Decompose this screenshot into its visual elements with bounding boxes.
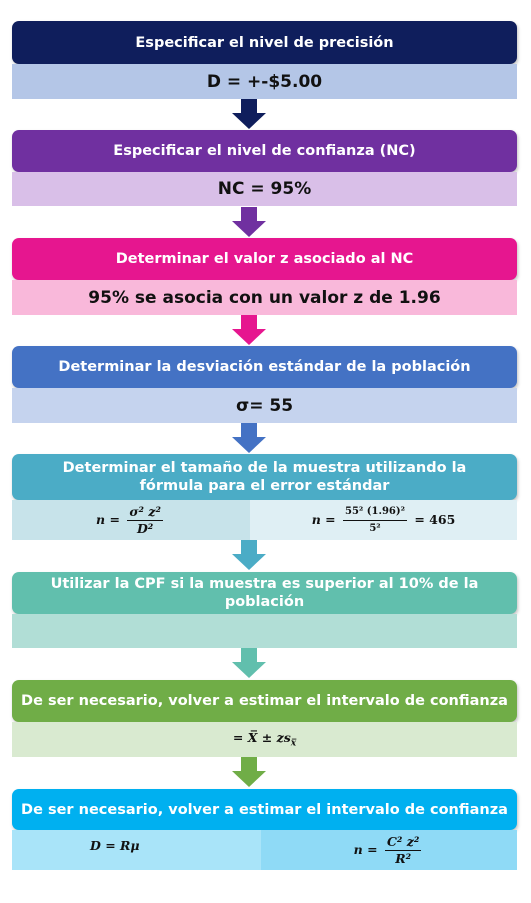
step-5-header: Determinar el tamaño de la muestra utili…	[12, 454, 517, 500]
step-8-header: De ser necesario, volver a estimar el in…	[12, 789, 517, 830]
step-5-formula-right: n = 55² (1.96)² 5² = 465	[250, 500, 517, 540]
step-4-title: Determinar la desviación estándar de la …	[58, 359, 471, 375]
step-2-header: Especificar el nivel de confianza (NC)	[12, 130, 517, 172]
step-8-formula-left: D = Rμ	[12, 830, 261, 870]
arrow-down-icon	[232, 207, 266, 237]
step-5: Determinar el tamaño de la muestra utili…	[12, 454, 517, 540]
step-6-body	[12, 614, 517, 648]
step-8: De ser necesario, volver a estimar el in…	[12, 789, 517, 870]
arrow-down-icon	[232, 99, 266, 129]
step-8-body: D = Rμ n = C² z² R²	[12, 830, 517, 870]
step-3-value: 95% se asocia con un valor z de 1.96	[88, 287, 441, 308]
arrow-down-icon	[232, 540, 266, 570]
step-8-title: De ser necesario, volver a estimar el in…	[21, 801, 508, 818]
sample-size-calculation: n = 55² (1.96)² 5² = 465	[311, 505, 456, 534]
step-5-body: n = σ² z² D² n = 55² (1.96)² 5² = 465	[12, 500, 517, 540]
step-7-header: De ser necesario, volver a estimar el in…	[12, 680, 517, 722]
step-4-value: σ= 55	[235, 395, 294, 416]
step-2-value: NC = 95%	[217, 179, 312, 199]
step-5-title: Determinar el tamaño de la muestra utili…	[62, 460, 467, 494]
step-1-body: D = +-$5.00	[12, 64, 517, 99]
precision-formula: D = Rμ	[90, 838, 140, 853]
sample-size-formula: n = σ² z² D²	[96, 503, 163, 536]
interval-formula: = X̅ ± zsx̅	[232, 730, 297, 749]
arrow-down-icon	[232, 757, 266, 787]
step-5-formula-left: n = σ² z² D²	[12, 500, 250, 540]
arrow-down-icon	[232, 648, 266, 678]
step-4-header: Determinar la desviación estándar de la …	[12, 346, 517, 388]
step-2-title: Especificar el nivel de confianza (NC)	[113, 143, 416, 159]
arrow-down-icon	[232, 315, 266, 345]
step-7: De ser necesario, volver a estimar el in…	[12, 680, 517, 757]
step-6: Utilizar la CPF si la muestra es superio…	[12, 572, 517, 648]
step-1: Especificar el nivel de precisión D = +-…	[12, 21, 517, 99]
sample-size-proportion-formula: n = C² z² R²	[353, 833, 422, 866]
step-3-title: Determinar el valor z asociado al NC	[115, 251, 414, 267]
step-2: Especificar el nivel de confianza (NC) N…	[12, 130, 517, 206]
arrow-down-icon	[232, 423, 266, 453]
step-6-title: Utilizar la CPF si la muestra es superio…	[50, 576, 479, 610]
step-1-header: Especificar el nivel de precisión	[12, 21, 517, 64]
step-8-formula-right: n = C² z² R²	[261, 830, 517, 870]
step-3: Determinar el valor z asociado al NC 95%…	[12, 238, 517, 315]
step-7-body: = X̅ ± zsx̅	[12, 722, 517, 757]
step-3-header: Determinar el valor z asociado al NC	[12, 238, 517, 280]
step-3-body: 95% se asocia con un valor z de 1.96	[12, 280, 517, 315]
step-7-title: De ser necesario, volver a estimar el in…	[21, 693, 508, 709]
step-4-body: σ= 55	[12, 388, 517, 423]
step-6-header: Utilizar la CPF si la muestra es superio…	[12, 572, 517, 614]
step-1-title: Especificar el nivel de precisión	[135, 34, 394, 51]
step-4: Determinar la desviación estándar de la …	[12, 346, 517, 423]
step-2-body: NC = 95%	[12, 172, 517, 206]
step-1-value: D = +-$5.00	[206, 71, 323, 92]
